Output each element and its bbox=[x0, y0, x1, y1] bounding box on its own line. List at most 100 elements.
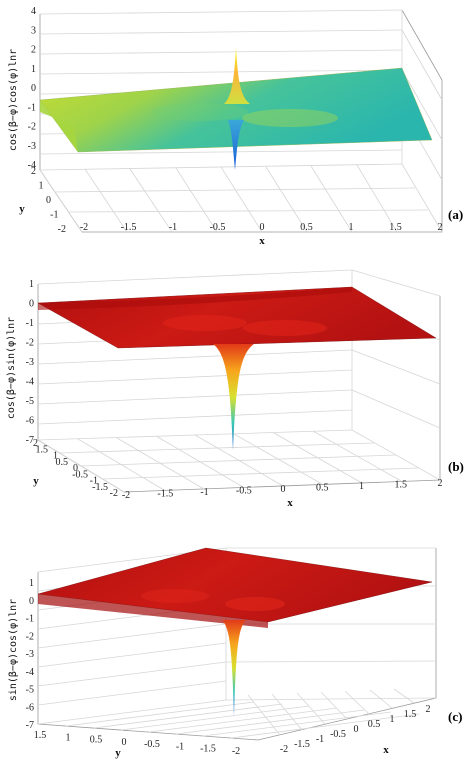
a-zticks-label: -1 bbox=[28, 102, 36, 113]
panel-a-surface bbox=[39, 48, 433, 170]
c-xticks-label: -1 bbox=[316, 734, 324, 745]
c-xticks-label: 0 bbox=[354, 724, 359, 735]
b-yticks-label: -1 bbox=[90, 476, 98, 487]
b-xticks-label: -1.5 bbox=[157, 489, 173, 500]
panel-b-surface-lobe-right bbox=[243, 320, 327, 336]
panel-c-spike-down bbox=[222, 620, 246, 716]
b-yticks-label: 0 bbox=[73, 463, 78, 474]
a-zticks-label: 1 bbox=[31, 64, 36, 75]
a-xticks-label: -1.5 bbox=[121, 222, 137, 233]
b-zticks-label: -1 bbox=[26, 318, 34, 329]
b-yticks-label: 0.5 bbox=[56, 457, 69, 468]
b-zticks-label: -2 bbox=[26, 338, 34, 349]
c-xticks-label: -0.5 bbox=[330, 729, 346, 740]
b-xticks-label: 0.5 bbox=[316, 483, 329, 494]
c-yticks-label: 1.5 bbox=[34, 730, 47, 741]
b-yticks-label: 2 bbox=[33, 438, 38, 449]
panel-b-surface-back-edge bbox=[38, 287, 352, 310]
b-zticks-label: -5 bbox=[26, 396, 34, 407]
panel-a-surface-edge bbox=[40, 100, 78, 152]
a-xticks-label: -0.5 bbox=[210, 222, 226, 233]
a-zticks-label: -3 bbox=[28, 141, 36, 152]
a-zticks-label: -4 bbox=[28, 160, 36, 171]
a-zticks-label: 3 bbox=[31, 25, 36, 36]
panel-a-spike-down bbox=[228, 120, 244, 170]
panel-a-y-ticks: 210 -1-2 bbox=[31, 166, 66, 235]
panel-c-y-axis-label: y bbox=[115, 747, 121, 759]
c-xticks-label: -1.5 bbox=[294, 739, 310, 750]
panel-c-x-ticks: 2 1.5 1 0.5 0 -0.5 -1 -1.5 -2 bbox=[280, 704, 431, 755]
c-xticks-label: 0.5 bbox=[368, 719, 381, 730]
a-yticks-label: 0 bbox=[46, 195, 51, 206]
c-zticks-label: -5 bbox=[26, 685, 34, 696]
panel-c-surface-front-edge bbox=[38, 594, 268, 628]
b-xticks-label: 0 bbox=[281, 484, 286, 495]
a-zticks-label: 2 bbox=[31, 45, 36, 56]
b-zticks-label: -7 bbox=[26, 435, 34, 446]
c-yticks-label: -1.5 bbox=[200, 744, 216, 755]
panel-b: 10-1-2-3-4-5-6-7 -2 -1.5 -1 -0.5 0 0.5 1 1.5 2 2… bbox=[6, 269, 464, 509]
c-xticks-label: -2 bbox=[280, 744, 288, 755]
a-yticks-label: -1 bbox=[50, 210, 58, 221]
panel-b-surface bbox=[37, 286, 437, 450]
a-yticks-label: -2 bbox=[58, 224, 66, 235]
c-yticks-label: -0.5 bbox=[144, 739, 160, 750]
panel-b-surface-lobe-left bbox=[163, 315, 247, 331]
panel-c-surface-lobe-left bbox=[141, 589, 209, 603]
panel-c: 1 0 -1 -2 -3 -4 -5 -6 -7 2 1.5 1 0.5 0 -0.5 -1 -1.5 -2 1… bbox=[8, 547, 462, 759]
a-xticks-label: 2 bbox=[438, 222, 443, 233]
b-zticks-label: -6 bbox=[26, 416, 34, 427]
panel-b-z-ticks: 1 0 -1 -2 -3 -4 -5 -6 -7 bbox=[26, 279, 34, 446]
panel-b-label: (b) bbox=[448, 459, 464, 474]
c-xticks-label: 1 bbox=[390, 714, 395, 725]
c-zticks-label: 1 bbox=[29, 578, 34, 589]
a-xticks-label: 0 bbox=[260, 222, 265, 233]
b-xticks-label: -1 bbox=[200, 487, 208, 498]
panel-a-surface-lobe-left bbox=[152, 103, 248, 121]
b-yticks-label: -1.5 bbox=[92, 482, 108, 493]
a-xticks-label: 1 bbox=[349, 222, 354, 233]
panel-c-label: (c) bbox=[448, 709, 462, 724]
a-yticks-label: 1 bbox=[39, 181, 44, 192]
panel-b-x-ticks: -2 -1.5 -1 -0.5 0 0.5 1 1.5 2 bbox=[122, 478, 443, 501]
b-xticks-label: 1 bbox=[359, 481, 364, 492]
panel-a-x-ticks: -2 -1.5 -1 -0.5 0 0.5 1 1.5 2 bbox=[80, 222, 443, 233]
c-yticks-label: 1 bbox=[66, 732, 71, 743]
b-yticks-label: 1 bbox=[53, 451, 58, 462]
c-zticks-label: -3 bbox=[26, 649, 34, 660]
panel-c-x-axis-label: x bbox=[383, 744, 389, 756]
c-yticks-label: -1 bbox=[176, 741, 184, 752]
b-xticks-label: -2 bbox=[122, 490, 130, 501]
panel-a-label: (a) bbox=[448, 207, 463, 222]
panel-b-x-axis-label: x bbox=[287, 497, 293, 509]
b-xticks-label: 2 bbox=[438, 478, 443, 489]
panel-a-x-axis-label: x bbox=[259, 235, 265, 247]
b-yticks-label: 1.5 bbox=[36, 444, 49, 455]
panel-b-spike-down bbox=[213, 344, 254, 450]
c-zticks-label: -2 bbox=[26, 631, 34, 642]
b-zticks-label: 0 bbox=[29, 299, 34, 310]
b-zticks-label: -4 bbox=[26, 377, 34, 388]
a-xticks-label: 0.5 bbox=[300, 222, 313, 233]
panel-c-y-ticks: 1.5 1 0.5 0 -0.5 -1 -1.5 -2 bbox=[34, 730, 240, 757]
panel-a-y-axis-label: y bbox=[19, 203, 25, 215]
a-zticks-label: 0 bbox=[31, 83, 36, 94]
b-zticks-label: -3 bbox=[26, 357, 34, 368]
panel-b-z-axis-label: cos(β−φ)sin(φ)lnr bbox=[6, 317, 17, 419]
b-zticks-label: 1 bbox=[29, 279, 34, 290]
a-zticks-label: -2 bbox=[28, 122, 36, 133]
c-zticks-label: 0 bbox=[29, 596, 34, 607]
c-xticks-label: 1.5 bbox=[404, 709, 417, 720]
b-yticks-label: -0.5 bbox=[72, 469, 88, 480]
a-xticks-label: 1.5 bbox=[389, 222, 402, 233]
c-zticks-label: -6 bbox=[26, 702, 34, 713]
c-yticks-label: 0.5 bbox=[90, 735, 103, 746]
panel-c-z-ticks: 1 0 -1 -2 -3 -4 -5 -6 -7 bbox=[26, 578, 34, 731]
b-xticks-label: -0.5 bbox=[236, 486, 252, 497]
panel-c-surface bbox=[37, 547, 433, 716]
panel-b-y-ticks: 21.5 10.5 0-0.5-1-1.5-2 bbox=[33, 438, 118, 499]
panel-a-surface-lobe-right bbox=[242, 109, 338, 127]
panel-a-z-axis-label: cos(β−φ)cos(φ)lnr bbox=[8, 49, 19, 151]
